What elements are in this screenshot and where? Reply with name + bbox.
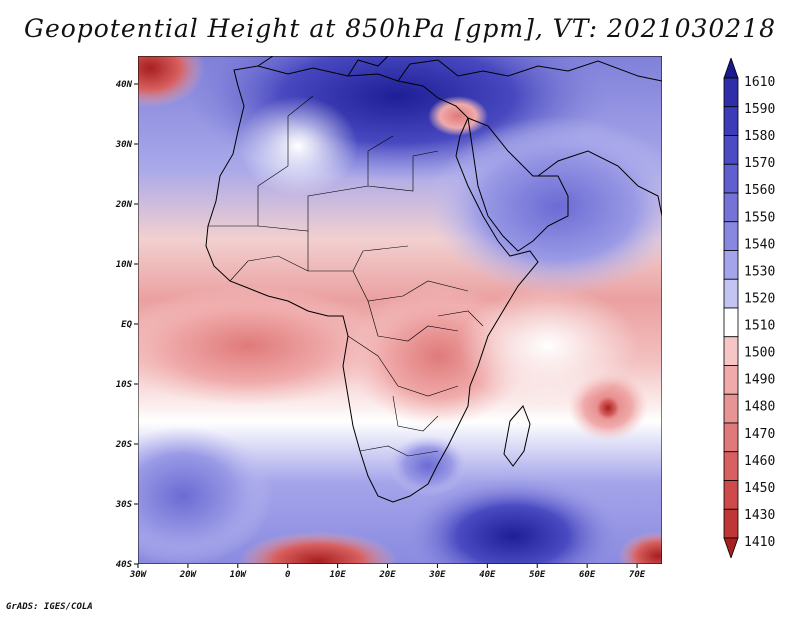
colorbar-block xyxy=(723,77,739,108)
colorbar-label: 1500 xyxy=(744,346,775,361)
lon-label: 40E xyxy=(479,570,496,580)
colorbar-blocks xyxy=(723,58,739,558)
colorbar-label: 1560 xyxy=(744,183,775,198)
colorbar-label: 1410 xyxy=(744,535,775,550)
colorbar-block xyxy=(723,480,739,510)
colorbar-block xyxy=(723,422,739,453)
colorbar-label: 1450 xyxy=(744,481,775,496)
colorbar-block xyxy=(723,163,739,194)
colorbar-label: 1530 xyxy=(744,264,775,279)
longitude-labels: 30W 20W 10W 0 10E 20E 30E 40E 50E 60E 70E xyxy=(129,570,646,580)
colorbar: 1610 1590 1580 1570 1560 1550 1540 1530 1520 1510… xyxy=(723,58,775,558)
lat-label: 30S xyxy=(115,500,133,510)
colorbar-labels: 1610 1590 1580 1570 1560 1550 1540 1530 1520 1510… xyxy=(744,75,775,550)
colorbar-block xyxy=(723,135,739,165)
lon-label: 10E xyxy=(329,570,346,580)
colorbar-block xyxy=(723,307,739,338)
colorbar-top-arrow xyxy=(723,58,739,79)
lon-label: 20E xyxy=(378,570,396,580)
lon-label: 0 xyxy=(285,570,291,580)
lon-label: 30E xyxy=(428,570,446,580)
lat-label: 40S xyxy=(116,560,133,570)
colorbar-label: 1590 xyxy=(744,102,775,117)
colorbar-label: 1430 xyxy=(744,508,775,523)
country-borders xyxy=(208,95,484,457)
colorbar-label: 1550 xyxy=(744,210,775,225)
lat-label: 40N xyxy=(116,80,133,90)
lon-label: 70E xyxy=(629,570,646,580)
lon-label: 30W xyxy=(129,570,148,580)
colorbar-label: 1520 xyxy=(744,291,775,306)
colorbar-label: 1510 xyxy=(744,319,775,334)
colorbar-block xyxy=(723,393,739,424)
africa-outline xyxy=(205,65,539,503)
colorbar-label: 1480 xyxy=(744,400,775,415)
colorbar-block xyxy=(723,508,739,539)
colorbar-block xyxy=(723,221,739,251)
asia-coast xyxy=(537,150,662,217)
colorbar-label: 1580 xyxy=(744,129,775,144)
latitude-labels: 40N 30N 20N 10N EQ 10S 20S 30S 40S xyxy=(115,80,133,570)
colorbar-block xyxy=(723,365,739,395)
colorbar-label: 1610 xyxy=(744,75,775,90)
lon-label: 20W xyxy=(179,570,198,580)
footer-credit: GrADS: IGES/COLA xyxy=(6,602,93,612)
europe-coast xyxy=(257,56,662,82)
longitude-ticks xyxy=(137,564,638,568)
lon-label: 60E xyxy=(579,570,596,580)
lat-label: EQ xyxy=(121,320,132,330)
colorbar-label: 1470 xyxy=(744,427,775,442)
colorbar-bottom-arrow xyxy=(723,537,739,558)
geopotential-map xyxy=(138,56,662,564)
colorbar-block xyxy=(723,250,739,280)
colorbar-label: 1540 xyxy=(744,237,775,252)
colorbar-block xyxy=(723,192,739,223)
lon-label: 10W xyxy=(230,570,248,580)
lat-label: 10S xyxy=(116,380,133,390)
lon-label: 50E xyxy=(529,570,546,580)
colorbar-label: 1490 xyxy=(744,373,775,388)
coastlines xyxy=(205,56,662,503)
lat-label: 20N xyxy=(115,200,133,210)
chart-title: Geopotential Height at 850hPa [gpm], VT:… xyxy=(23,14,777,43)
colorbar-label: 1570 xyxy=(744,156,775,171)
lat-label: 10N xyxy=(116,260,133,270)
colorbar-block xyxy=(723,278,739,309)
arabia-outline xyxy=(467,117,569,252)
colorbar-block xyxy=(723,336,739,366)
colorbar-label: 1460 xyxy=(744,454,775,469)
colorbar-block xyxy=(723,451,739,481)
madagascar-outline xyxy=(503,405,531,467)
lat-label: 20S xyxy=(115,440,133,450)
height-field xyxy=(138,56,662,564)
lat-label: 30N xyxy=(115,140,133,150)
colorbar-block xyxy=(723,106,739,136)
